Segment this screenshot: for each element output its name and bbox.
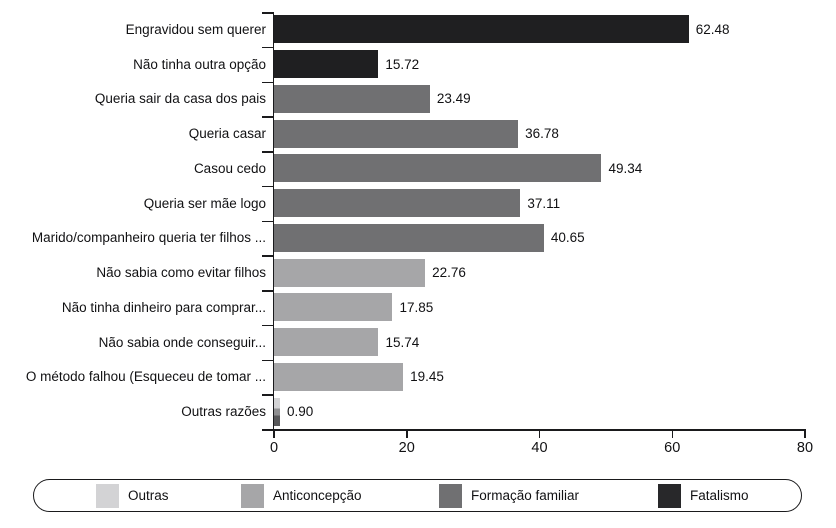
x-axis-tick [406,429,408,438]
value-label: 49.34 [608,160,643,176]
x-tick-label: 20 [398,440,415,456]
category-label: Queria sair da casa dos pais [94,91,266,107]
value-label: 23.49 [436,91,471,107]
x-tick-label: 60 [664,440,681,456]
bar-Formação familiar [274,223,544,252]
value-label: 15.72 [385,56,420,72]
x-tick-label: 0 [269,440,279,456]
value-label: 17.85 [399,299,434,315]
legend-swatch [439,483,462,508]
value-label: 36.78 [525,126,559,142]
y-axis-tick [262,185,274,188]
category-label: Marido/companheiro queria ter filhos ... [31,230,266,246]
bar-Outras [274,397,280,426]
value-label: 22.76 [432,265,466,281]
y-axis-tick [262,324,274,327]
category-label: Não tinha outra opção [133,56,266,72]
bar-Formação familiar [274,154,602,183]
value-label: 19.45 [410,369,444,385]
category-label: Queria casar [188,126,266,142]
bar-Anticoncepção [274,293,393,322]
value-label: 37.11 [527,195,561,211]
legend-label: Outras [128,488,169,503]
legend-item-Outras: Outras [96,480,169,511]
bar-Formação familiar [274,119,519,148]
legend-label: Fatalismo [690,488,749,503]
legend-item-Fatalismo: Fatalismo [658,480,749,511]
bar-Fatalismo [274,15,689,44]
y-axis-tick [262,46,274,49]
legend: Outras Anticoncepção Formação familiar Fata… [33,479,802,512]
bar-Fatalismo [274,50,379,79]
x-axis-tick [538,429,541,438]
legend-swatch [96,483,119,508]
x-axis-tick [273,429,275,438]
x-tick-label: 80 [796,440,814,456]
category-label: O método falhou (Esqueceu de tomar ... [25,369,266,385]
bar-Anticoncepção [274,362,404,391]
bar-Anticoncepção [274,258,426,287]
value-label: 0.90 [286,404,314,420]
y-axis-tick [262,12,274,14]
value-label: 62.48 [695,21,730,37]
category-label: Não sabia onde conseguir... [98,334,266,350]
legend-label: Anticoncepção [273,488,362,503]
y-axis-tick [262,220,274,222]
bar-Formação familiar [274,84,430,113]
legend-item-Anticoncepção: Anticoncepção [241,480,362,511]
bar-Anticoncepção [274,328,379,357]
legend-swatch [658,483,681,508]
category-label: Engravidou sem querer [125,21,266,37]
legend-item-Formação familiar: Formação familiar [439,480,579,511]
category-label: Não sabia como evitar filhos [96,265,266,281]
legend-label: Formação familiar [471,488,580,503]
y-axis-tick [262,429,274,431]
y-axis-tick [262,359,274,361]
category-label: Outras razões [181,404,266,420]
x-tick-label: 40 [531,440,548,456]
y-axis-tick [262,151,274,153]
y-axis-tick [262,290,274,292]
category-label: Queria ser mãe logo [143,195,266,211]
y-axis-tick [262,116,274,118]
y-axis-tick [262,81,274,83]
category-label: Casou cedo [193,160,266,176]
x-axis-tick [804,429,806,438]
value-label: 15.74 [385,334,420,350]
bar-Formação familiar [274,189,521,218]
value-label: 40.65 [550,230,585,246]
legend-swatch [241,483,264,508]
x-axis-tick [671,429,673,438]
category-label: Não tinha dinheiro para comprar... [61,299,266,315]
y-axis-tick [262,255,274,257]
y-axis-tick [262,394,274,396]
plot-area: Engravidou sem querer 62.48 Não tinha outr… [25,12,814,456]
